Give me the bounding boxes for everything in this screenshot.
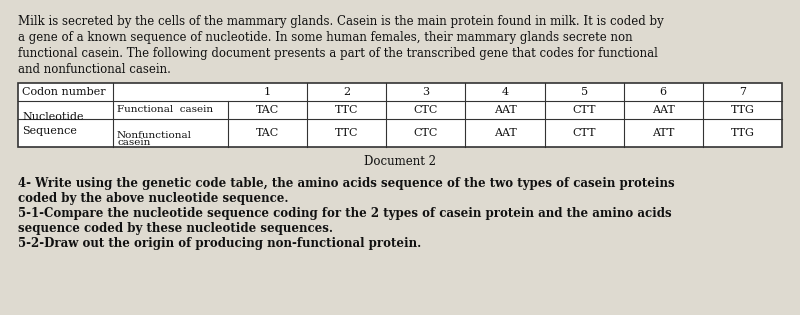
Text: and nonfunctional casein.: and nonfunctional casein. xyxy=(18,63,171,76)
Text: CTT: CTT xyxy=(572,128,596,138)
Text: 6: 6 xyxy=(660,87,667,97)
Text: casein: casein xyxy=(117,138,150,147)
Text: CTC: CTC xyxy=(414,105,438,115)
Text: TTG: TTG xyxy=(730,128,754,138)
Text: AAT: AAT xyxy=(494,128,516,138)
Text: 4- Write using the genetic code table, the amino acids sequence of the two types: 4- Write using the genetic code table, t… xyxy=(18,177,674,190)
Text: TAC: TAC xyxy=(256,128,279,138)
Text: Codon number: Codon number xyxy=(22,87,106,97)
Text: CTC: CTC xyxy=(414,128,438,138)
Text: 5-1-Compare the nucleotide sequence coding for the 2 types of casein protein and: 5-1-Compare the nucleotide sequence codi… xyxy=(18,207,672,220)
Text: 2: 2 xyxy=(343,87,350,97)
Text: 5-2-Draw out the origin of producing non-functional protein.: 5-2-Draw out the origin of producing non… xyxy=(18,237,422,250)
Text: 1: 1 xyxy=(264,87,271,97)
Text: 4: 4 xyxy=(502,87,509,97)
Text: ATT: ATT xyxy=(652,128,674,138)
Text: TTC: TTC xyxy=(335,105,358,115)
Text: Milk is secreted by the cells of the mammary glands. Casein is the main protein : Milk is secreted by the cells of the mam… xyxy=(18,15,664,28)
Text: Functional  casein: Functional casein xyxy=(117,106,213,114)
Text: TTG: TTG xyxy=(730,105,754,115)
Text: 3: 3 xyxy=(422,87,430,97)
Text: AAT: AAT xyxy=(652,105,674,115)
Text: TTC: TTC xyxy=(335,128,358,138)
Text: CTT: CTT xyxy=(572,105,596,115)
Text: Nonfunctional: Nonfunctional xyxy=(117,131,192,140)
Text: TAC: TAC xyxy=(256,105,279,115)
Text: AAT: AAT xyxy=(494,105,516,115)
Text: coded by the above nucleotide sequence.: coded by the above nucleotide sequence. xyxy=(18,192,289,205)
Text: functional casein. The following document presents a part of the transcribed gen: functional casein. The following documen… xyxy=(18,47,658,60)
Text: 7: 7 xyxy=(739,87,746,97)
Bar xyxy=(18,83,782,147)
Text: Document 2: Document 2 xyxy=(364,155,436,168)
Text: 5: 5 xyxy=(581,87,588,97)
Text: sequence coded by these nucleotide sequences.: sequence coded by these nucleotide seque… xyxy=(18,222,333,235)
Text: Nucleotide
Sequence: Nucleotide Sequence xyxy=(22,112,83,135)
Text: a gene of a known sequence of nucleotide. In some human females, their mammary g: a gene of a known sequence of nucleotide… xyxy=(18,31,633,44)
